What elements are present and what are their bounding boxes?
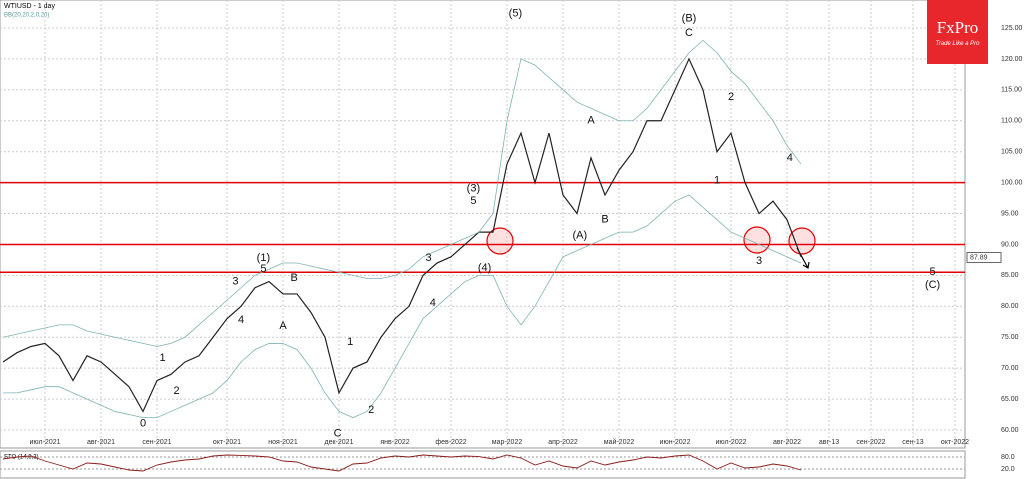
price-box [966, 252, 1002, 264]
wave-label: 1 [347, 336, 353, 348]
wave-label: (1) [257, 252, 270, 264]
logo-name: FxPro [936, 18, 979, 37]
price-line [3, 194, 802, 419]
wave-label: B [601, 214, 608, 226]
x-tick-label: фев-2022 [435, 439, 466, 446]
x-tick-label: окт-2021 [213, 439, 241, 446]
wave-label: A [279, 320, 287, 332]
y-tick-label: 95.00 [1001, 210, 1019, 217]
wave-label: 3 [756, 255, 762, 267]
wave-label: A [587, 115, 595, 127]
logo-tagline: Trade Like a Pro [935, 41, 980, 47]
osc-frame [0, 450, 966, 479]
wave-label: C [334, 428, 342, 440]
wave-label: 4 [238, 314, 244, 326]
logo: FxPro Trade Like a Pro [927, 0, 988, 64]
osc-tick-label: 80.0 [1001, 454, 1015, 461]
wave-label: 3 [426, 252, 432, 264]
x-tick-label: авг-2021 [87, 439, 115, 446]
wave-label: 5 [930, 266, 936, 278]
wave-label: (B) [682, 13, 697, 25]
wave-label: (3) [467, 183, 480, 195]
wave-label: 1 [160, 352, 166, 364]
x-tick-label: окт-2022 [941, 439, 969, 446]
wave-label: B [291, 272, 298, 284]
wave-label: 2 [368, 404, 374, 416]
x-tick-label: авг-2022 [773, 439, 801, 446]
wave-label: 5 [470, 195, 476, 207]
y-tick-label: 85.00 [1001, 272, 1019, 279]
x-tick-label: апр-2022 [548, 439, 578, 446]
y-tick-label: 125.00 [1001, 25, 1023, 32]
x-tick-label: янв-2022 [380, 439, 409, 446]
wave-label: 4 [787, 152, 793, 164]
x-tick-label: авг-13 [819, 439, 839, 446]
y-tick-label: 110.00 [1001, 118, 1022, 125]
x-tick-label: май-2022 [604, 438, 635, 446]
osc-label: STO (14,3,3) [4, 455, 39, 461]
x-tick-label: июл-2022 [716, 439, 747, 446]
x-tick-label: сен-2022 [856, 439, 885, 446]
wave-label: 4 [430, 297, 436, 309]
x-tick-label: июл-2021 [30, 439, 61, 446]
indicator-label: BB(20,20,2,0,20) [4, 13, 49, 19]
plot-frame [0, 0, 966, 449]
y-tick-label: 120.00 [1001, 56, 1023, 63]
wave-label: 2 [174, 385, 180, 397]
wave-label: 2 [728, 91, 734, 103]
wave-label: (C) [925, 279, 940, 291]
wave-label: 1 [714, 175, 720, 187]
wave-label: C [685, 27, 693, 39]
wave-label: 5 [260, 263, 266, 275]
wave-label: (4) [478, 262, 491, 274]
price-line [2, 57, 802, 413]
y-tick-label: 70.00 [1001, 365, 1019, 372]
price-line [2, 39, 802, 347]
x-tick-label: сен-13 [902, 439, 923, 446]
y-tick-label: 60.00 [1001, 427, 1019, 434]
y-tick-label: 90.00 [1001, 241, 1019, 248]
y-tick-label: 115.00 [1001, 87, 1022, 94]
x-tick-label: июн-2022 [660, 439, 691, 446]
reversal-circles [486, 226, 816, 255]
x-tick-label: ноя-2021 [268, 439, 298, 446]
y-tick-label: 80.00 [1001, 303, 1019, 310]
osc-tick-label: 20.0 [1001, 466, 1015, 473]
symbol-title: WTIUSD - 1 day [4, 3, 55, 10]
last-price: 87.89 [970, 254, 988, 261]
x-tick-label: дек-2021 [325, 439, 354, 446]
y-tick-label: 65.00 [1001, 396, 1019, 403]
osc-line [2, 454, 802, 472]
wave-label: 3 [232, 275, 238, 287]
wave-label: (5) [509, 8, 522, 20]
wave-label: (A) [572, 230, 587, 242]
x-tick-label: сен-2021 [142, 439, 171, 446]
x-tick-label: мар-2022 [492, 439, 523, 446]
y-tick-label: 105.00 [1001, 149, 1023, 156]
y-tick-label: 75.00 [1001, 334, 1019, 341]
wave-label: 0 [140, 418, 146, 430]
y-tick-label: 100.00 [1001, 179, 1023, 186]
